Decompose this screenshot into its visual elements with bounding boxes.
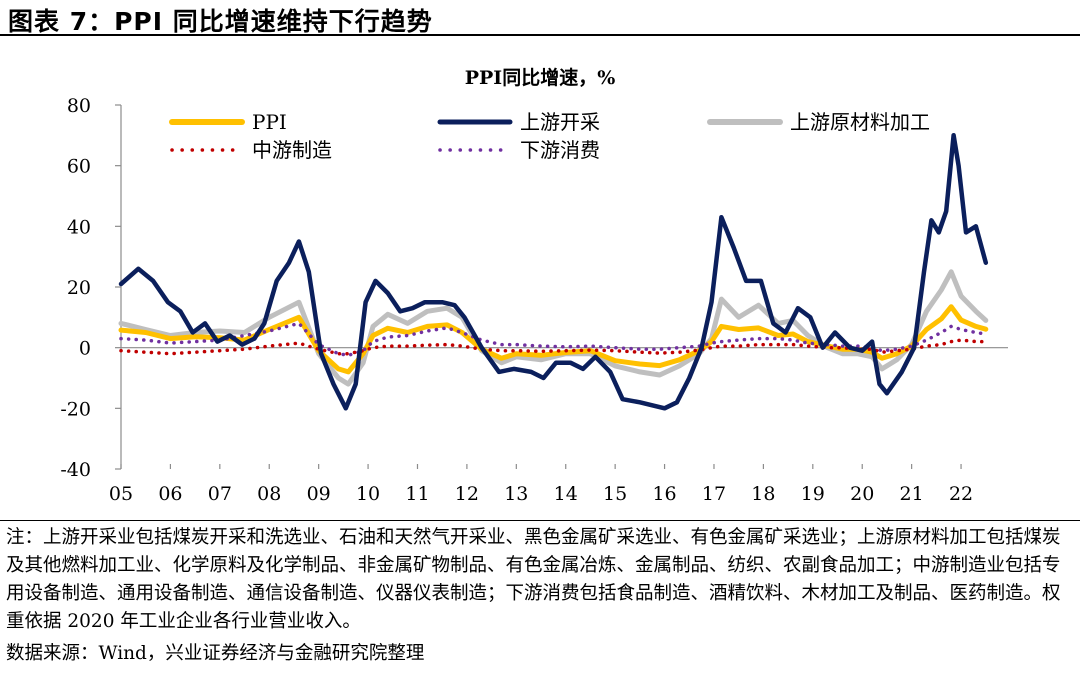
x-tick-label: 17 [702,483,726,505]
series-line-4 [119,321,988,358]
legend-label-2: 上游原材料加工 [790,110,930,134]
y-tick-label: -40 [60,459,91,481]
x-tick-label: 06 [158,483,182,505]
x-tick-label: 10 [356,483,380,505]
x-tick-label: 11 [405,483,429,505]
y-tick-label: 60 [67,156,91,178]
x-tick-label: 12 [455,483,479,505]
legend-label-3: 中游制造 [252,138,332,162]
x-tick-label: 19 [801,483,825,505]
y-tick-label: 40 [67,216,91,238]
x-tick-label: 22 [949,483,973,505]
chart-title: PPI同比增速，% [465,66,616,89]
y-tick-label: 20 [67,277,91,299]
ppi-line-chart: PPI同比增速，% 80 60 40 20 0 -20 -40 05 06 07 08 09 10 11 1… [60,66,1008,505]
y-tick-label: 80 [67,95,91,117]
legend-label-4: 下游消费 [520,138,600,162]
series-line-1 [118,133,989,411]
x-tick-label: 07 [208,483,232,505]
figure-note: 注：上游开采业包括煤炭开采和洗选业、石油和天然气开采业、黑色金属矿采选业、有色金… [6,527,1061,632]
x-tick-label: 15 [603,483,627,505]
chart-axes: 80 60 40 20 0 -20 -40 05 06 07 08 09 10 11 12 13 14 15 16 1… [60,95,1008,505]
x-tick-label: 08 [257,483,281,505]
x-tick-label: 05 [109,483,133,505]
legend-label-1: 上游开采 [520,110,600,134]
figure-source: 数据来源：Wind，兴业证券经济与金融研究院整理 [6,643,425,664]
x-tick-label: 14 [554,483,578,505]
note-rule [0,520,1080,521]
x-tick-label: 16 [652,483,676,505]
x-tick-label: 18 [751,483,775,505]
y-tick-label: 0 [79,338,91,360]
x-tick-label: 21 [900,483,924,505]
chart-series [118,133,989,411]
title-rule [0,34,1080,36]
figure-title: 图表 7：PPI 同比增速维持下行趋势 [8,7,433,36]
legend-label-0: PPI [252,110,287,134]
x-tick-label: 09 [307,483,331,505]
y-tick-label: -20 [60,398,91,420]
x-tick-label: 20 [850,483,874,505]
x-tick-label: 13 [504,483,528,505]
